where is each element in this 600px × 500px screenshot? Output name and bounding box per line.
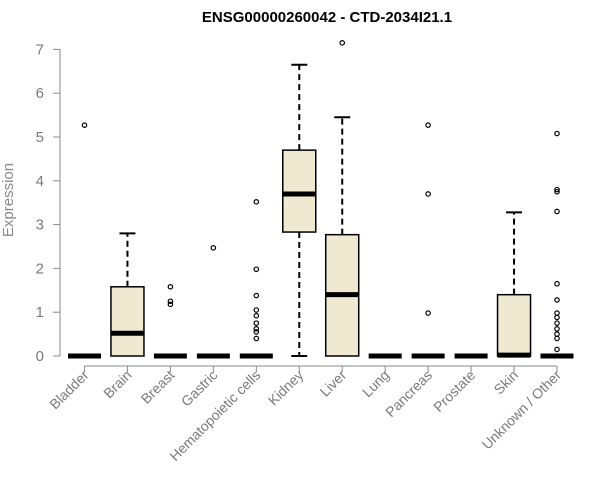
outlier-point <box>554 326 560 332</box>
y-tick-label: 2 <box>36 260 44 277</box>
box-group <box>110 232 145 357</box>
box-group <box>540 130 574 359</box>
outlier-point <box>253 199 260 205</box>
outlier-point <box>253 335 260 342</box>
outlier-point <box>253 292 260 299</box>
outlier-point <box>425 310 431 316</box>
y-axis: 0 1 2 3 4 5 6 7 <box>36 41 61 365</box>
outlier-point <box>81 122 88 128</box>
outlier-point <box>210 245 217 251</box>
outlier-point <box>554 310 560 316</box>
y-axis-label: Expression <box>0 163 17 237</box>
box-group <box>196 245 230 359</box>
chart-title: ENSG00000260042 - CTD-2034I21.1 <box>202 9 452 26</box>
outlier-point <box>167 298 174 305</box>
box-group <box>496 211 532 358</box>
x-tick-label: Skin <box>491 367 522 398</box>
y-tick-label: 0 <box>36 348 44 365</box>
box-group <box>324 40 360 357</box>
box <box>110 286 145 357</box>
y-tick-label: 7 <box>36 41 44 58</box>
outlier-point <box>253 312 260 319</box>
box-group <box>282 63 317 357</box>
outlier-point <box>425 191 431 197</box>
outlier-point <box>554 186 560 193</box>
outlier-point <box>554 297 560 303</box>
outlier-point <box>554 335 560 342</box>
y-tick-label: 6 <box>36 85 44 102</box>
outlier-point <box>554 320 560 326</box>
outlier-point <box>253 307 260 313</box>
x-tick-label: Unknown / Other <box>479 367 565 453</box>
box <box>496 293 532 357</box>
outlier-point <box>167 301 174 308</box>
outlier-point <box>554 188 560 195</box>
x-tick-label: Kidney <box>265 367 307 409</box>
x-tick-label: Bladder <box>46 367 92 413</box>
x-tick-label: Prostate <box>430 367 478 415</box>
y-tick-label: 1 <box>36 304 44 321</box>
x-tick-label: Pancreas <box>382 367 435 420</box>
x-tick-label: Liver <box>317 367 350 400</box>
outlier-point <box>339 40 346 46</box>
outlier-point <box>253 320 260 326</box>
plot-area <box>68 40 574 359</box>
outlier-point <box>425 122 431 128</box>
outlier-point <box>554 331 560 337</box>
x-tick-label: Brain <box>100 367 134 401</box>
outlier-point <box>253 329 260 335</box>
outlier-point <box>554 130 560 137</box>
box-group <box>153 283 187 359</box>
x-tick-label: Gastric <box>178 367 221 410</box>
y-tick-label: 4 <box>36 173 44 190</box>
box-group <box>411 122 445 359</box>
box-group <box>68 122 101 359</box>
outlier-point <box>167 283 174 290</box>
outlier-point <box>554 280 560 287</box>
outlier-point <box>554 346 560 353</box>
y-tick-label: 3 <box>36 217 44 234</box>
outlier-point <box>253 266 260 273</box>
y-tick-label: 5 <box>36 129 44 146</box>
outlier-point <box>253 326 260 332</box>
outlier-point <box>554 208 560 215</box>
box <box>282 149 317 233</box>
x-tick-label: Breast <box>138 367 178 407</box>
box-group <box>239 199 273 359</box>
x-tick-label: Lung <box>359 367 392 400</box>
outlier-point <box>554 314 560 321</box>
